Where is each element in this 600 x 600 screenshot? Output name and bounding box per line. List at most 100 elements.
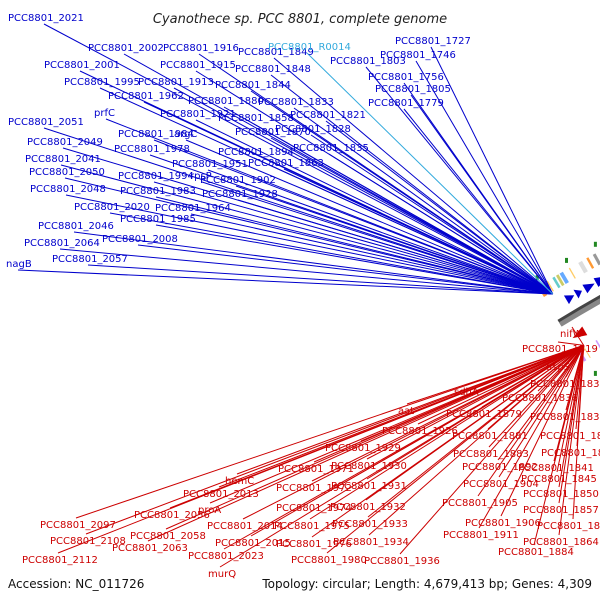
forward-gene-leader: [173, 87, 553, 295]
reverse-gene-label: PCC8801_1930: [331, 461, 407, 472]
reverse-gene-label: PCC8801_1929: [325, 443, 401, 454]
reverse-gene-label: PCC8801_2063: [112, 543, 188, 554]
forward-gene-label: prfC: [94, 108, 115, 119]
reverse-gene-leader: [75, 344, 584, 519]
forward-gene-label: PCC8801_1835: [293, 143, 369, 154]
reverse-gene-leader: [500, 345, 585, 517]
reverse-gene-label: proA: [198, 505, 221, 516]
forward-gene-leader: [328, 153, 553, 295]
forward-gene-leader: [87, 264, 553, 295]
reverse-gene-label: PCC8801_1879: [446, 409, 522, 420]
forward-gene-arrow: [582, 283, 595, 294]
forward-gene-label: PCC8801_2046: [38, 221, 114, 232]
forward-gene-label: PCC8801_1858: [218, 113, 294, 124]
forward-gene-label: PCC8801_2049: [27, 137, 103, 148]
rna-gene-leader: [306, 52, 554, 295]
reverse-gene-label: PCC8801_1839: [541, 448, 600, 459]
forward-gene-label: PCC8801_1803: [330, 56, 406, 67]
forward-gene-leader: [195, 119, 553, 295]
reverse-gene-label: PCC8801_1931: [331, 481, 407, 492]
reverse-gene-leader: [399, 345, 585, 555]
forward-gene-leader: [273, 57, 554, 295]
reverse-gene-label: murQ: [208, 569, 236, 580]
forward-gene-leader: [365, 66, 554, 295]
cog-block: [592, 253, 600, 266]
reverse-gene-leader: [147, 344, 584, 542]
reverse-gene-label: PCC8801_2023: [188, 551, 264, 562]
forward-gene-label: PCC8801_1805: [375, 84, 451, 95]
forward-gene-label: PCC8801_2048: [30, 184, 106, 195]
forward-gene-label: PCC8801_1894: [218, 147, 294, 158]
forward-gene-leader: [270, 74, 554, 295]
forward-gene-label: PCC8801_2041: [25, 154, 101, 165]
cog-block: [595, 339, 600, 349]
reverse-gene-label: PCC8801_1975: [274, 521, 350, 532]
reverse-gene-leader: [556, 345, 585, 473]
reverse-gene-label: PCC8801_1864: [523, 537, 599, 548]
reverse-gene-leader: [242, 344, 584, 520]
forward-gene-leader: [270, 137, 553, 295]
reverse-gene-leader: [309, 344, 584, 520]
forward-gene-leader: [207, 169, 553, 295]
forward-gene-label: PCC8801_2051: [8, 117, 84, 128]
forward-gene-leader: [410, 94, 554, 295]
reverse-gene-leader: [478, 345, 585, 529]
reverse-gene-label: PCC8801_1932: [330, 502, 406, 513]
forward-gene-label: PCC8801_1833: [258, 97, 334, 108]
reverse-gene-label: sdhA: [454, 387, 479, 398]
reverse-gene-label: PCC8801_1933: [332, 519, 408, 530]
reverse-gene-leader: [57, 344, 584, 554]
cog-block: [546, 280, 554, 292]
cog-block: [552, 276, 561, 289]
forward-gene-leader: [403, 108, 554, 295]
reverse-gene-leader: [311, 344, 584, 538]
forward-gene-leader: [65, 194, 553, 295]
reverse-gene-label: PCC8801_1830: [530, 379, 600, 390]
forward-gene-label: PCC8801_1756: [368, 72, 444, 83]
reverse-gene-leader: [533, 345, 585, 546]
forward-gene-label: PCC8801_2001: [44, 60, 120, 71]
reverse-gene-label: PCC8801_1976: [276, 539, 352, 550]
forward-gene-label: PCC8801_2064: [24, 238, 100, 249]
reverse-gene-leader: [571, 326, 585, 346]
reverse-gene-leader: [417, 344, 584, 425]
reverse-gene-label: PCC8801_1980: [291, 555, 367, 566]
tick-mark: [593, 241, 597, 247]
tick-mark: [565, 257, 568, 263]
forward-gene-leader: [155, 224, 553, 295]
reverse-gene-label: PCC8801_1911: [443, 530, 519, 541]
reverse-gene-label: PCC8801_1892: [462, 462, 538, 473]
forward-gene-label: PCC8801_1863: [248, 158, 324, 169]
leader-lines: [17, 23, 585, 568]
forward-gene-label: PCC8801_2020: [74, 202, 150, 213]
genome-summary: Topology: circular; Length: 4,679,413 bp…: [261, 577, 592, 591]
forward-gene-leader: [235, 185, 553, 295]
forward-gene-leader: [185, 139, 553, 295]
forward-gene-leader: [17, 269, 553, 295]
reverse-gene-label: hemC: [225, 476, 254, 487]
forward-gene-leader: [201, 181, 553, 295]
forward-gene-label: PCC8801_1821: [290, 110, 366, 121]
forward-gene-label: PCC8801_1978: [114, 144, 190, 155]
reverse-gene-label: PCC8801_1850: [523, 489, 599, 500]
forward-gene-label: PCC8801_1844: [215, 80, 291, 91]
reverse-gene-label: PCC8801_1936: [364, 556, 440, 567]
cog-block: [568, 267, 576, 279]
reverse-gene-label: PCC8801_2097: [40, 520, 116, 531]
reverse-gene-label: PCC8801_1884: [498, 547, 574, 558]
forward-gene-label: PCC8801_1746: [380, 50, 456, 61]
forward-gene-leader: [310, 134, 553, 295]
forward-gene-leader: [237, 199, 553, 295]
forward-gene-leader: [415, 60, 554, 295]
forward-gene-label: PCC8801_1880: [188, 96, 264, 107]
forward-gene-label: PCC8801_1913: [138, 77, 214, 88]
reverse-gene-leader: [223, 344, 584, 550]
forward-gene-arrow: [573, 289, 582, 299]
forward-gene-label: PCC8801_1983: [120, 186, 196, 197]
reverse-gene-leader: [557, 341, 584, 346]
reverse-gene-label: aspS: [546, 362, 570, 373]
reverse-gene-label: PCC8801_1906: [465, 518, 541, 529]
forward-gene-label: PCC8801_2008: [102, 234, 178, 245]
reverse-gene-label: PCC8801_1905: [442, 498, 518, 509]
